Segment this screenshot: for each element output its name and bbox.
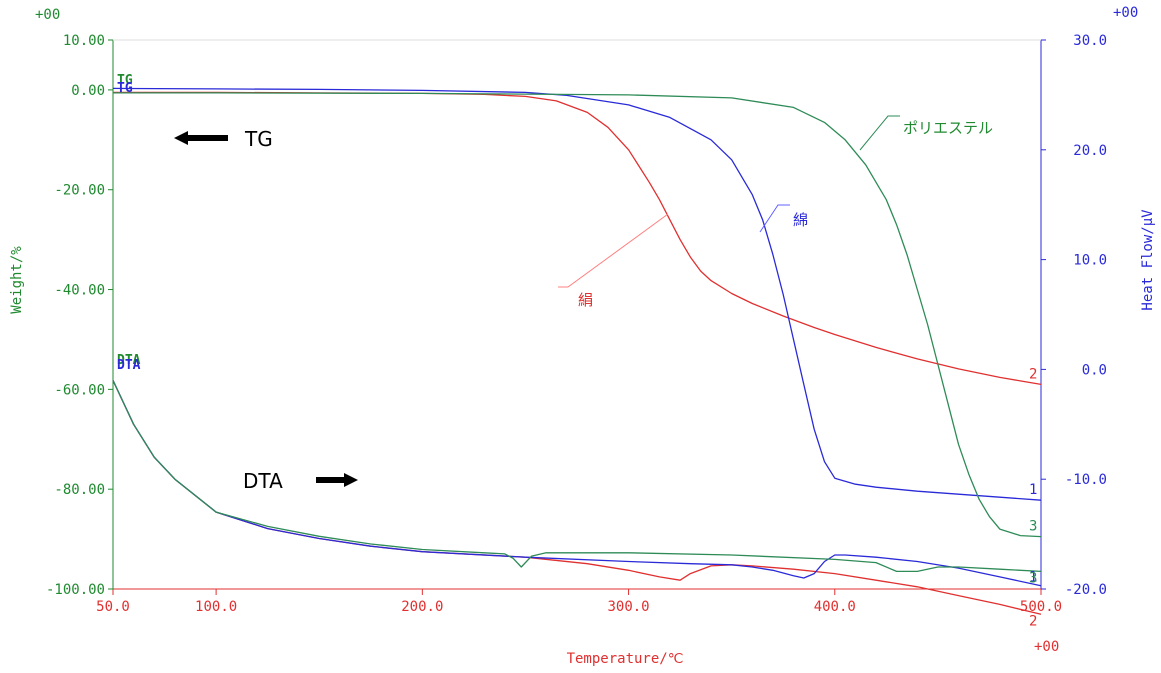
dta-tag-green: DTA <box>117 353 141 368</box>
x-axis-title: Temperature/℃ <box>567 651 684 667</box>
series-end-label: 1 <box>1029 482 1037 498</box>
x-tick-label: 500.0 <box>1020 599 1062 615</box>
tick-labels: 50.0 100.0 200.0 300.0 400.0 500.0 10.00 0.00 -2… <box>46 33 1107 615</box>
y-right-tick-label: -20.0 <box>1065 582 1107 598</box>
silk-label: 絹 <box>578 291 593 309</box>
y-right-tick-label: 20.0 <box>1073 143 1107 159</box>
x-tick-label: 300.0 <box>607 599 649 615</box>
series-line-2 <box>113 92 1042 538</box>
x-tick-label: 400.0 <box>814 599 856 615</box>
y-left-tick-label: -80.00 <box>54 482 105 498</box>
silk-leader-line <box>558 213 669 288</box>
right-arrow-icon <box>316 473 358 487</box>
series-lines <box>112 87 1042 615</box>
y-left-tick-label: 10.00 <box>63 33 105 49</box>
x-tick-label: 100.0 <box>195 599 237 615</box>
right-exponent-label: +00 <box>1113 5 1138 21</box>
y-right-axis-title: Heat Flow/μV <box>1140 209 1156 311</box>
polyester-leader-line <box>859 115 900 151</box>
tg-tag-green: TG <box>117 73 133 88</box>
polyester-label: ポリエステル <box>903 119 993 137</box>
dta-annotation: DTA <box>243 469 358 493</box>
tg-annotation: TG <box>174 127 273 151</box>
tg-tag-blue: TG <box>117 81 133 96</box>
y-left-tick-label: -60.00 <box>54 382 105 398</box>
cotton-leader-line <box>759 204 790 233</box>
series-end-label: 1 <box>1029 570 1037 586</box>
series-line-1 <box>112 87 1042 501</box>
series-end-label: 3 <box>1029 570 1037 586</box>
series-line-0 <box>113 91 1042 386</box>
tick-marks <box>108 39 1046 595</box>
cotton-callout: 綿 <box>759 204 808 233</box>
series-line-3 <box>112 380 1042 615</box>
y-right-tick-label: -10.0 <box>1065 472 1107 488</box>
silk-callout: 絹 <box>558 213 669 309</box>
cotton-label: 綿 <box>793 211 808 229</box>
y-left-axis-title: Weight/% <box>9 246 25 314</box>
y-right-tick-label: 30.0 <box>1073 33 1107 49</box>
polyester-callout: ポリエステル <box>859 115 993 151</box>
y-right-tick-label: 10.0 <box>1073 253 1107 269</box>
x-tick-label: 200.0 <box>401 599 443 615</box>
dta-tag-blue: DTA <box>117 358 141 373</box>
dta-annotation-label: DTA <box>243 469 283 493</box>
y-right-tick-label: 0.0 <box>1082 362 1107 378</box>
y-left-tick-label: 0.00 <box>71 83 105 99</box>
left-arrow-icon <box>174 131 228 145</box>
series-line-5 <box>112 380 1042 573</box>
series-end-label: 3 <box>1029 519 1037 535</box>
tg-annotation-label: TG <box>244 127 273 151</box>
left-exponent-label: +00 <box>35 7 60 23</box>
y-left-tick-label: -100.00 <box>46 582 105 598</box>
series-end-label: 2 <box>1029 613 1037 629</box>
y-left-tick-label: -40.00 <box>54 283 105 299</box>
x-exponent-label: +00 <box>1034 639 1059 655</box>
x-tick-label: 50.0 <box>96 599 130 615</box>
y-left-tick-label: -20.00 <box>54 183 105 199</box>
series-end-label: 2 <box>1029 366 1037 382</box>
plot-frame <box>112 39 1042 590</box>
